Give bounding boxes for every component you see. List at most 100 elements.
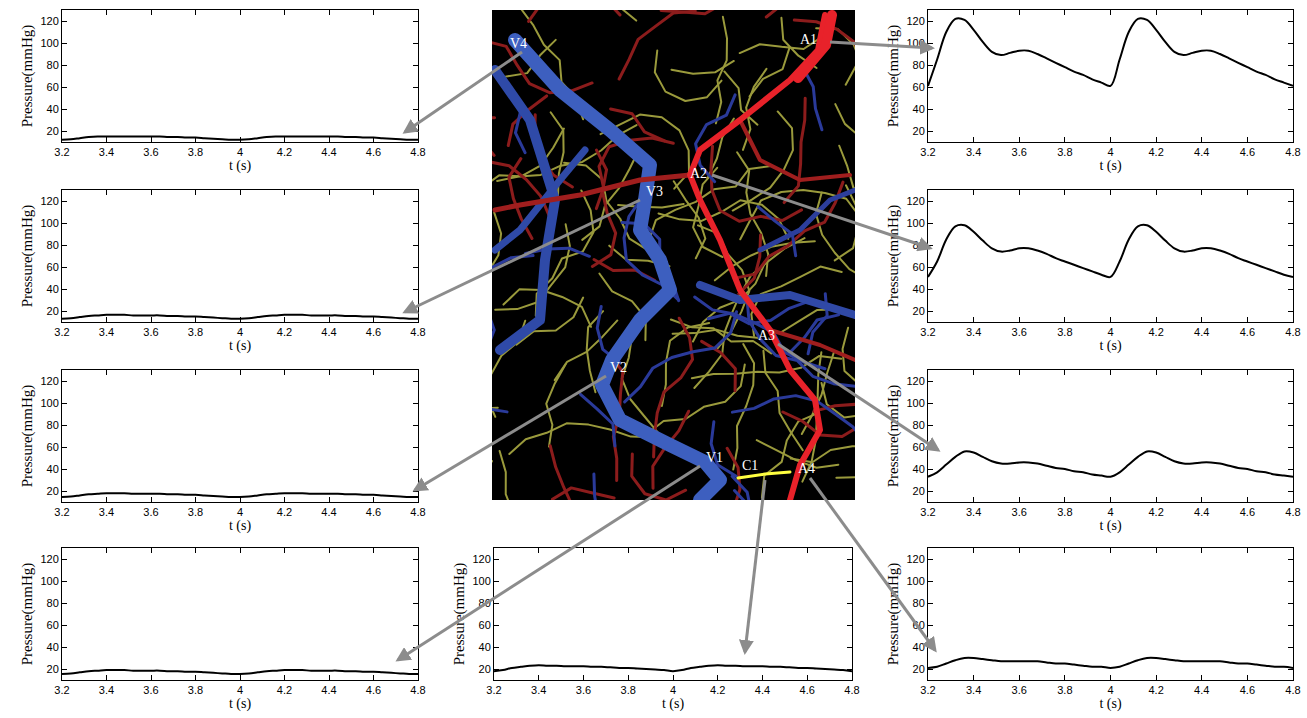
svg-text:Pressure(mmHg): Pressure(mmHg) — [885, 205, 902, 307]
svg-text:4.2: 4.2 — [1148, 684, 1163, 696]
svg-text:20: 20 — [913, 125, 925, 137]
svg-text:3.8: 3.8 — [621, 684, 636, 696]
svg-text:Pressure(mmHg): Pressure(mmHg) — [885, 385, 902, 487]
svg-text:3.8: 3.8 — [188, 146, 203, 158]
svg-text:20: 20 — [47, 125, 59, 137]
svg-text:3.4: 3.4 — [99, 684, 114, 696]
svg-text:4.8: 4.8 — [1285, 684, 1300, 696]
svg-text:20: 20 — [913, 663, 925, 675]
svg-text:3.8: 3.8 — [1057, 506, 1072, 518]
svg-text:40: 40 — [913, 463, 925, 475]
svg-text:120: 120 — [906, 553, 924, 565]
svg-text:t (s): t (s) — [229, 696, 252, 712]
svg-text:4.6: 4.6 — [1240, 146, 1255, 158]
svg-text:4: 4 — [237, 146, 243, 158]
svg-text:3.6: 3.6 — [1012, 146, 1027, 158]
svg-text:60: 60 — [913, 619, 925, 631]
svg-text:4.4: 4.4 — [1194, 506, 1209, 518]
svg-text:4.8: 4.8 — [1285, 146, 1300, 158]
svg-text:4.2: 4.2 — [277, 146, 292, 158]
svg-text:3.4: 3.4 — [99, 506, 114, 518]
svg-text:4: 4 — [237, 684, 243, 696]
svg-text:20: 20 — [913, 485, 925, 497]
svg-text:3.2: 3.2 — [920, 684, 935, 696]
svg-text:3.4: 3.4 — [531, 684, 546, 696]
svg-text:4.8: 4.8 — [410, 146, 425, 158]
svg-text:4.6: 4.6 — [1240, 506, 1255, 518]
svg-text:4.8: 4.8 — [1285, 506, 1300, 518]
svg-text:120: 120 — [40, 195, 58, 207]
svg-text:3.2: 3.2 — [54, 506, 69, 518]
svg-text:100: 100 — [906, 575, 924, 587]
svg-text:120: 120 — [472, 553, 490, 565]
svg-text:4.6: 4.6 — [800, 684, 815, 696]
svg-text:4.6: 4.6 — [366, 684, 381, 696]
svg-text:4.4: 4.4 — [755, 684, 770, 696]
svg-text:t (s): t (s) — [229, 338, 252, 354]
svg-text:100: 100 — [40, 37, 58, 49]
svg-text:80: 80 — [913, 419, 925, 431]
svg-text:4.2: 4.2 — [277, 326, 292, 338]
svg-text:3.8: 3.8 — [1057, 684, 1072, 696]
svg-text:40: 40 — [47, 103, 59, 115]
svg-text:4.8: 4.8 — [410, 506, 425, 518]
svg-text:4.8: 4.8 — [410, 326, 425, 338]
svg-text:4.8: 4.8 — [1285, 326, 1300, 338]
svg-text:80: 80 — [479, 597, 491, 609]
svg-text:4.2: 4.2 — [1148, 506, 1163, 518]
svg-text:3.8: 3.8 — [188, 326, 203, 338]
svg-text:3.4: 3.4 — [966, 146, 981, 158]
svg-text:t (s): t (s) — [1099, 338, 1122, 354]
svg-text:4.4: 4.4 — [321, 326, 336, 338]
svg-text:60: 60 — [913, 81, 925, 93]
svg-text:3.6: 3.6 — [576, 684, 591, 696]
svg-text:80: 80 — [47, 419, 59, 431]
svg-text:Pressure(mmHg): Pressure(mmHg) — [19, 563, 36, 665]
svg-text:60: 60 — [47, 441, 59, 453]
svg-text:4.6: 4.6 — [1240, 326, 1255, 338]
svg-text:3.6: 3.6 — [1012, 684, 1027, 696]
svg-text:40: 40 — [47, 283, 59, 295]
svg-text:4.2: 4.2 — [1148, 326, 1163, 338]
svg-text:80: 80 — [913, 597, 925, 609]
svg-text:Pressure(mmHg): Pressure(mmHg) — [19, 385, 36, 487]
svg-text:40: 40 — [479, 641, 491, 653]
svg-text:4.4: 4.4 — [321, 684, 336, 696]
svg-text:A2: A2 — [690, 166, 707, 181]
svg-text:3.2: 3.2 — [54, 326, 69, 338]
svg-text:3.6: 3.6 — [143, 506, 158, 518]
svg-text:4: 4 — [1107, 684, 1113, 696]
svg-text:20: 20 — [47, 305, 59, 317]
svg-text:3.2: 3.2 — [920, 506, 935, 518]
svg-text:t (s): t (s) — [229, 518, 252, 534]
svg-text:4.2: 4.2 — [277, 506, 292, 518]
svg-text:100: 100 — [906, 397, 924, 409]
svg-text:100: 100 — [906, 37, 924, 49]
svg-text:4.2: 4.2 — [1148, 146, 1163, 158]
svg-text:3.6: 3.6 — [1012, 506, 1027, 518]
svg-text:4.4: 4.4 — [321, 146, 336, 158]
svg-text:100: 100 — [40, 217, 58, 229]
svg-text:3.2: 3.2 — [54, 146, 69, 158]
svg-text:100: 100 — [40, 575, 58, 587]
svg-text:4: 4 — [1107, 146, 1113, 158]
svg-text:t (s): t (s) — [1099, 518, 1122, 534]
svg-text:t (s): t (s) — [1099, 696, 1122, 712]
svg-text:20: 20 — [913, 305, 925, 317]
svg-text:60: 60 — [47, 619, 59, 631]
svg-text:120: 120 — [906, 195, 924, 207]
svg-text:A1: A1 — [800, 32, 817, 47]
svg-text:100: 100 — [472, 575, 490, 587]
svg-text:4: 4 — [237, 326, 243, 338]
svg-text:100: 100 — [40, 397, 58, 409]
svg-text:120: 120 — [906, 15, 924, 27]
svg-text:3.4: 3.4 — [966, 326, 981, 338]
svg-text:Pressure(mmHg): Pressure(mmHg) — [19, 25, 36, 127]
svg-text:4.4: 4.4 — [321, 506, 336, 518]
svg-text:A3: A3 — [758, 328, 775, 343]
svg-text:3.6: 3.6 — [143, 326, 158, 338]
svg-text:4.8: 4.8 — [410, 684, 425, 696]
svg-text:V1: V1 — [706, 450, 723, 465]
svg-text:3.4: 3.4 — [99, 146, 114, 158]
svg-text:4.2: 4.2 — [277, 684, 292, 696]
